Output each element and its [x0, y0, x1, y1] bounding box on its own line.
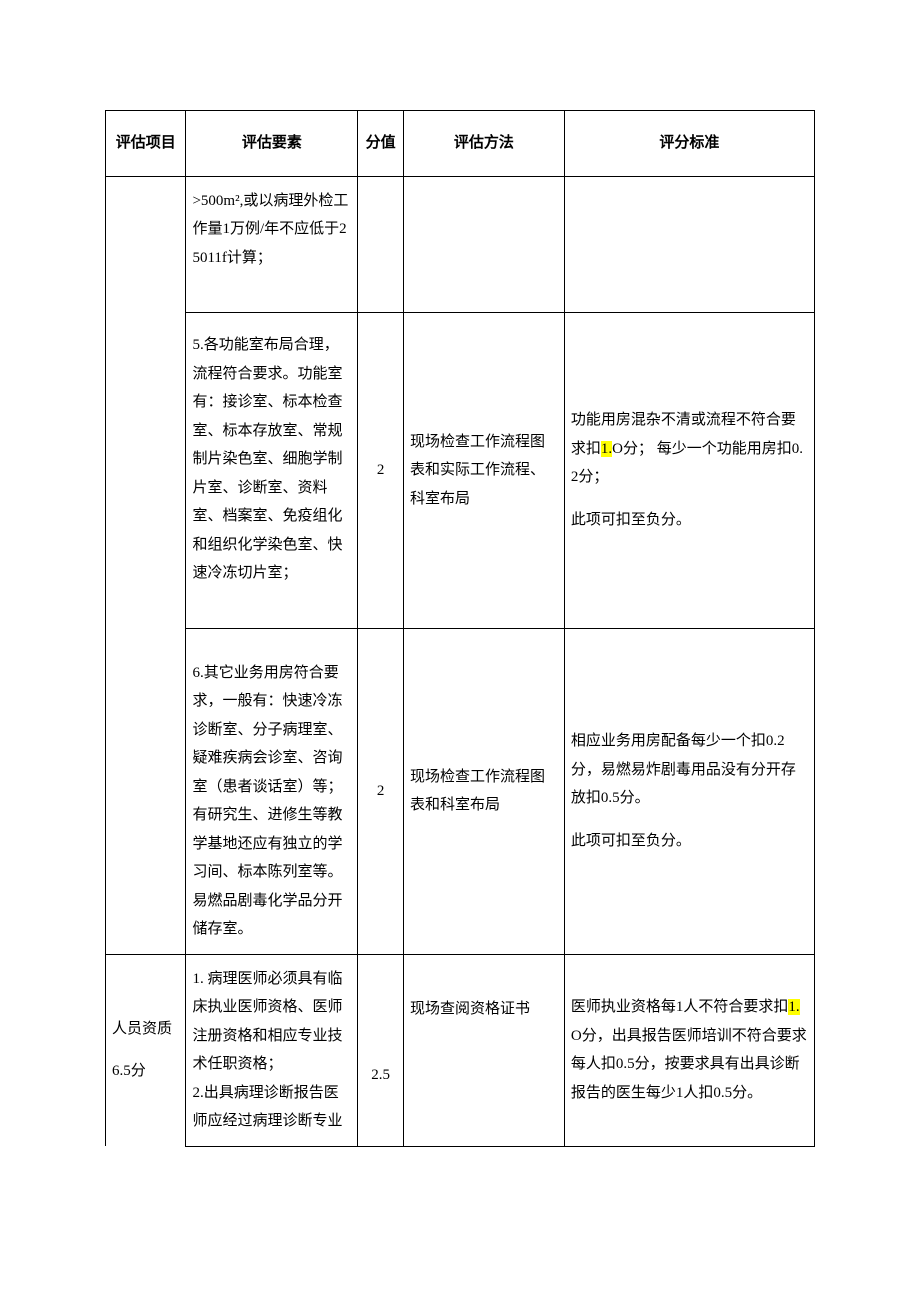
cell-score: 2 — [358, 313, 404, 629]
cell-criteria — [564, 176, 814, 313]
cell-criteria: 相应业务用房配备每少一个扣0.2分，易燃易炸剧毒用品没有分开存放扣0.5分。 此… — [564, 628, 814, 954]
criteria-tail: 此项可扣至负分。 — [571, 506, 808, 535]
cell-element: 6.其它业务用房符合要求，一般有：快速冷冻诊断室、分子病理室、疑难疾病会诊室、咨… — [186, 628, 358, 954]
cell-score — [358, 176, 404, 313]
cell-project: 人员资质 6.5分 — [106, 954, 186, 1146]
th-project: 评估项目 — [106, 111, 186, 177]
criteria-line: 相应业务用房配备每少一个扣0.2分，易燃易炸剧毒用品没有分开存放扣0.5分。 — [571, 727, 808, 813]
cell-criteria: 医师执业资格每1人不符合要求扣1.O分，出具报告医师培训不符合要求每人扣0.5分… — [564, 954, 814, 1146]
th-element: 评估要素 — [186, 111, 358, 177]
cell-method: 现场检查工作流程图表和科室布局 — [403, 628, 564, 954]
criteria-tail: 此项可扣至负分。 — [571, 827, 808, 856]
table-row: 人员资质 6.5分 1. 病理医师必须具有临床执业医师资格、医师注册资格和相应专… — [106, 954, 815, 1146]
cell-element: 5.各功能室布局合理，流程符合要求。功能室有：接诊室、标本检查室、标本存放室、常… — [186, 313, 358, 629]
cell-score: 2.5 — [358, 954, 404, 1146]
cell-method — [403, 176, 564, 313]
table-header-row: 评估项目 评估要素 分值 评估方法 评分标准 — [106, 111, 815, 177]
table-row: 5.各功能室布局合理，流程符合要求。功能室有：接诊室、标本检查室、标本存放室、常… — [106, 313, 815, 629]
th-score: 分值 — [358, 111, 404, 177]
project-title: 人员资质 — [112, 1015, 179, 1044]
table-row: 6.其它业务用房符合要求，一般有：快速冷冻诊断室、分子病理室、疑难疾病会诊室、咨… — [106, 628, 815, 954]
evaluation-table: 评估项目 评估要素 分值 评估方法 评分标准 >500m²,或以病理外检工作量1… — [105, 110, 815, 1147]
page-container: 评估项目 评估要素 分值 评估方法 评分标准 >500m²,或以病理外检工作量1… — [0, 0, 920, 1207]
cell-element: >500m²,或以病理外检工作量1万例/年不应低于25011f计算； — [186, 176, 358, 313]
cell-method: 现场查阅资格证书 — [403, 954, 564, 1146]
cell-criteria: 功能用房混杂不清或流程不符合要求扣1.O分； 每少一个功能用房扣0.2分； 此项… — [564, 313, 814, 629]
table-row: >500m²,或以病理外检工作量1万例/年不应低于25011f计算； — [106, 176, 815, 313]
criteria-line: 功能用房混杂不清或流程不符合要求扣1.O分； 每少一个功能用房扣0.2分； — [571, 406, 808, 492]
cell-score: 2 — [358, 628, 404, 954]
th-criteria: 评分标准 — [564, 111, 814, 177]
cell-element: 1. 病理医师必须具有临床执业医师资格、医师注册资格和相应专业技术任职资格；2.… — [186, 954, 358, 1146]
project-score: 6.5分 — [112, 1057, 179, 1086]
th-method: 评估方法 — [403, 111, 564, 177]
cell-project-empty — [106, 176, 186, 954]
cell-method: 现场检查工作流程图表和实际工作流程、科室布局 — [403, 313, 564, 629]
